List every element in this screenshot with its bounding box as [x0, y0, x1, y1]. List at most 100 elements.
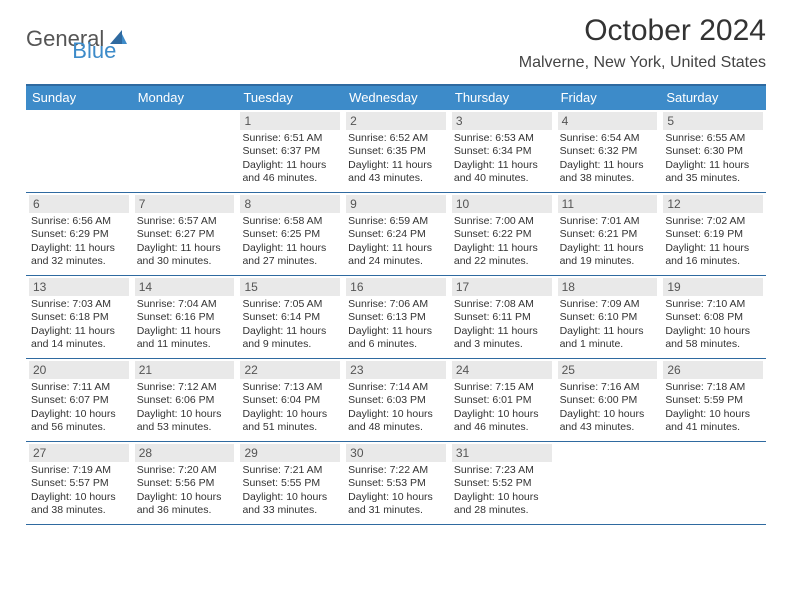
daylight-text: Daylight: 10 hours and 53 minutes.	[135, 408, 235, 435]
day-number: 4	[558, 112, 658, 130]
day-number: 23	[346, 361, 446, 379]
calendar-day: 23Sunrise: 7:14 AMSunset: 6:03 PMDayligh…	[343, 359, 449, 441]
daylight-text: Daylight: 11 hours and 24 minutes.	[346, 242, 446, 269]
daylight-text: Daylight: 11 hours and 43 minutes.	[346, 159, 446, 186]
calendar-day: 18Sunrise: 7:09 AMSunset: 6:10 PMDayligh…	[555, 276, 661, 358]
daylight-text: Daylight: 10 hours and 56 minutes.	[29, 408, 129, 435]
sunset-text: Sunset: 6:22 PM	[452, 228, 552, 241]
sunrise-text: Sunrise: 7:18 AM	[663, 381, 763, 394]
sunrise-text: Sunrise: 7:01 AM	[558, 215, 658, 228]
sunset-text: Sunset: 6:19 PM	[663, 228, 763, 241]
day-number: 11	[558, 195, 658, 213]
sunrise-text: Sunrise: 7:02 AM	[663, 215, 763, 228]
day-number: 2	[346, 112, 446, 130]
sunset-text: Sunset: 6:24 PM	[346, 228, 446, 241]
day-number: 19	[663, 278, 763, 296]
header: General Blue October 2024 Malverne, New …	[0, 0, 792, 78]
sunset-text: Sunset: 6:18 PM	[29, 311, 129, 324]
day-number: 14	[135, 278, 235, 296]
sunset-text: Sunset: 6:13 PM	[346, 311, 446, 324]
calendar-day: 19Sunrise: 7:10 AMSunset: 6:08 PMDayligh…	[660, 276, 766, 358]
calendar-week: 20Sunrise: 7:11 AMSunset: 6:07 PMDayligh…	[26, 359, 766, 442]
location-text: Malverne, New York, United States	[519, 54, 766, 72]
daylight-text: Daylight: 11 hours and 16 minutes.	[663, 242, 763, 269]
calendar-day	[26, 110, 132, 192]
day-number: 21	[135, 361, 235, 379]
calendar-body: 1Sunrise: 6:51 AMSunset: 6:37 PMDaylight…	[26, 110, 766, 525]
sunset-text: Sunset: 6:30 PM	[663, 145, 763, 158]
sunset-text: Sunset: 6:03 PM	[346, 394, 446, 407]
calendar-day: 4Sunrise: 6:54 AMSunset: 6:32 PMDaylight…	[555, 110, 661, 192]
calendar-day: 31Sunrise: 7:23 AMSunset: 5:52 PMDayligh…	[449, 442, 555, 524]
daylight-text: Daylight: 11 hours and 27 minutes.	[240, 242, 340, 269]
calendar-day: 21Sunrise: 7:12 AMSunset: 6:06 PMDayligh…	[132, 359, 238, 441]
day-number: 5	[663, 112, 763, 130]
day-number: 30	[346, 444, 446, 462]
sunset-text: Sunset: 5:53 PM	[346, 477, 446, 490]
calendar-day: 10Sunrise: 7:00 AMSunset: 6:22 PMDayligh…	[449, 193, 555, 275]
sunset-text: Sunset: 5:52 PM	[452, 477, 552, 490]
sunrise-text: Sunrise: 7:13 AM	[240, 381, 340, 394]
day-number: 20	[29, 361, 129, 379]
calendar-day: 22Sunrise: 7:13 AMSunset: 6:04 PMDayligh…	[237, 359, 343, 441]
day-number: 26	[663, 361, 763, 379]
sunset-text: Sunset: 6:06 PM	[135, 394, 235, 407]
sunset-text: Sunset: 5:57 PM	[29, 477, 129, 490]
logo: General Blue	[26, 14, 116, 64]
calendar-day	[660, 442, 766, 524]
calendar-day: 7Sunrise: 6:57 AMSunset: 6:27 PMDaylight…	[132, 193, 238, 275]
daylight-text: Daylight: 10 hours and 46 minutes.	[452, 408, 552, 435]
weekday-friday: Friday	[555, 86, 661, 110]
sunrise-text: Sunrise: 7:22 AM	[346, 464, 446, 477]
calendar-week: 13Sunrise: 7:03 AMSunset: 6:18 PMDayligh…	[26, 276, 766, 359]
sunrise-text: Sunrise: 7:11 AM	[29, 381, 129, 394]
sunset-text: Sunset: 6:11 PM	[452, 311, 552, 324]
sunset-text: Sunset: 6:00 PM	[558, 394, 658, 407]
daylight-text: Daylight: 11 hours and 22 minutes.	[452, 242, 552, 269]
calendar: Sunday Monday Tuesday Wednesday Thursday…	[26, 84, 766, 525]
day-number: 16	[346, 278, 446, 296]
calendar-day: 6Sunrise: 6:56 AMSunset: 6:29 PMDaylight…	[26, 193, 132, 275]
daylight-text: Daylight: 11 hours and 19 minutes.	[558, 242, 658, 269]
calendar-day: 20Sunrise: 7:11 AMSunset: 6:07 PMDayligh…	[26, 359, 132, 441]
daylight-text: Daylight: 11 hours and 6 minutes.	[346, 325, 446, 352]
sunrise-text: Sunrise: 6:52 AM	[346, 132, 446, 145]
sunrise-text: Sunrise: 7:21 AM	[240, 464, 340, 477]
daylight-text: Daylight: 11 hours and 1 minute.	[558, 325, 658, 352]
calendar-day: 8 Sunrise: 6:58 AMSunset: 6:25 PMDaylight…	[237, 193, 343, 275]
sunset-text: Sunset: 5:56 PM	[135, 477, 235, 490]
calendar-week: 27Sunrise: 7:19 AMSunset: 5:57 PMDayligh…	[26, 442, 766, 525]
day-number: 25	[558, 361, 658, 379]
sunrise-text: Sunrise: 6:58 AM	[240, 215, 340, 228]
day-number: 24	[452, 361, 552, 379]
day-number: 15	[240, 278, 340, 296]
weekday-header: Sunday Monday Tuesday Wednesday Thursday…	[26, 86, 766, 110]
calendar-day: 11Sunrise: 7:01 AMSunset: 6:21 PMDayligh…	[555, 193, 661, 275]
logo-text-blue: Blue	[72, 38, 116, 64]
day-number: 13	[29, 278, 129, 296]
daylight-text: Daylight: 11 hours and 9 minutes.	[240, 325, 340, 352]
sunrise-text: Sunrise: 6:55 AM	[663, 132, 763, 145]
daylight-text: Daylight: 10 hours and 38 minutes.	[29, 491, 129, 518]
sunrise-text: Sunrise: 7:00 AM	[452, 215, 552, 228]
calendar-day: 26Sunrise: 7:18 AMSunset: 5:59 PMDayligh…	[660, 359, 766, 441]
calendar-day: 25Sunrise: 7:16 AMSunset: 6:00 PMDayligh…	[555, 359, 661, 441]
calendar-week: 1Sunrise: 6:51 AMSunset: 6:37 PMDaylight…	[26, 110, 766, 193]
day-number: 8	[240, 195, 340, 213]
day-number: 3	[452, 112, 552, 130]
day-number: 1	[240, 112, 340, 130]
sunrise-text: Sunrise: 7:23 AM	[452, 464, 552, 477]
calendar-day: 12Sunrise: 7:02 AMSunset: 6:19 PMDayligh…	[660, 193, 766, 275]
sunrise-text: Sunrise: 7:04 AM	[135, 298, 235, 311]
sunset-text: Sunset: 6:01 PM	[452, 394, 552, 407]
sunset-text: Sunset: 6:16 PM	[135, 311, 235, 324]
sunset-text: Sunset: 6:32 PM	[558, 145, 658, 158]
sunrise-text: Sunrise: 6:51 AM	[240, 132, 340, 145]
sunset-text: Sunset: 6:04 PM	[240, 394, 340, 407]
sunrise-text: Sunrise: 7:09 AM	[558, 298, 658, 311]
sunset-text: Sunset: 5:55 PM	[240, 477, 340, 490]
sunset-text: Sunset: 6:25 PM	[240, 228, 340, 241]
sunset-text: Sunset: 5:59 PM	[663, 394, 763, 407]
daylight-text: Daylight: 10 hours and 58 minutes.	[663, 325, 763, 352]
calendar-day: 17Sunrise: 7:08 AMSunset: 6:11 PMDayligh…	[449, 276, 555, 358]
